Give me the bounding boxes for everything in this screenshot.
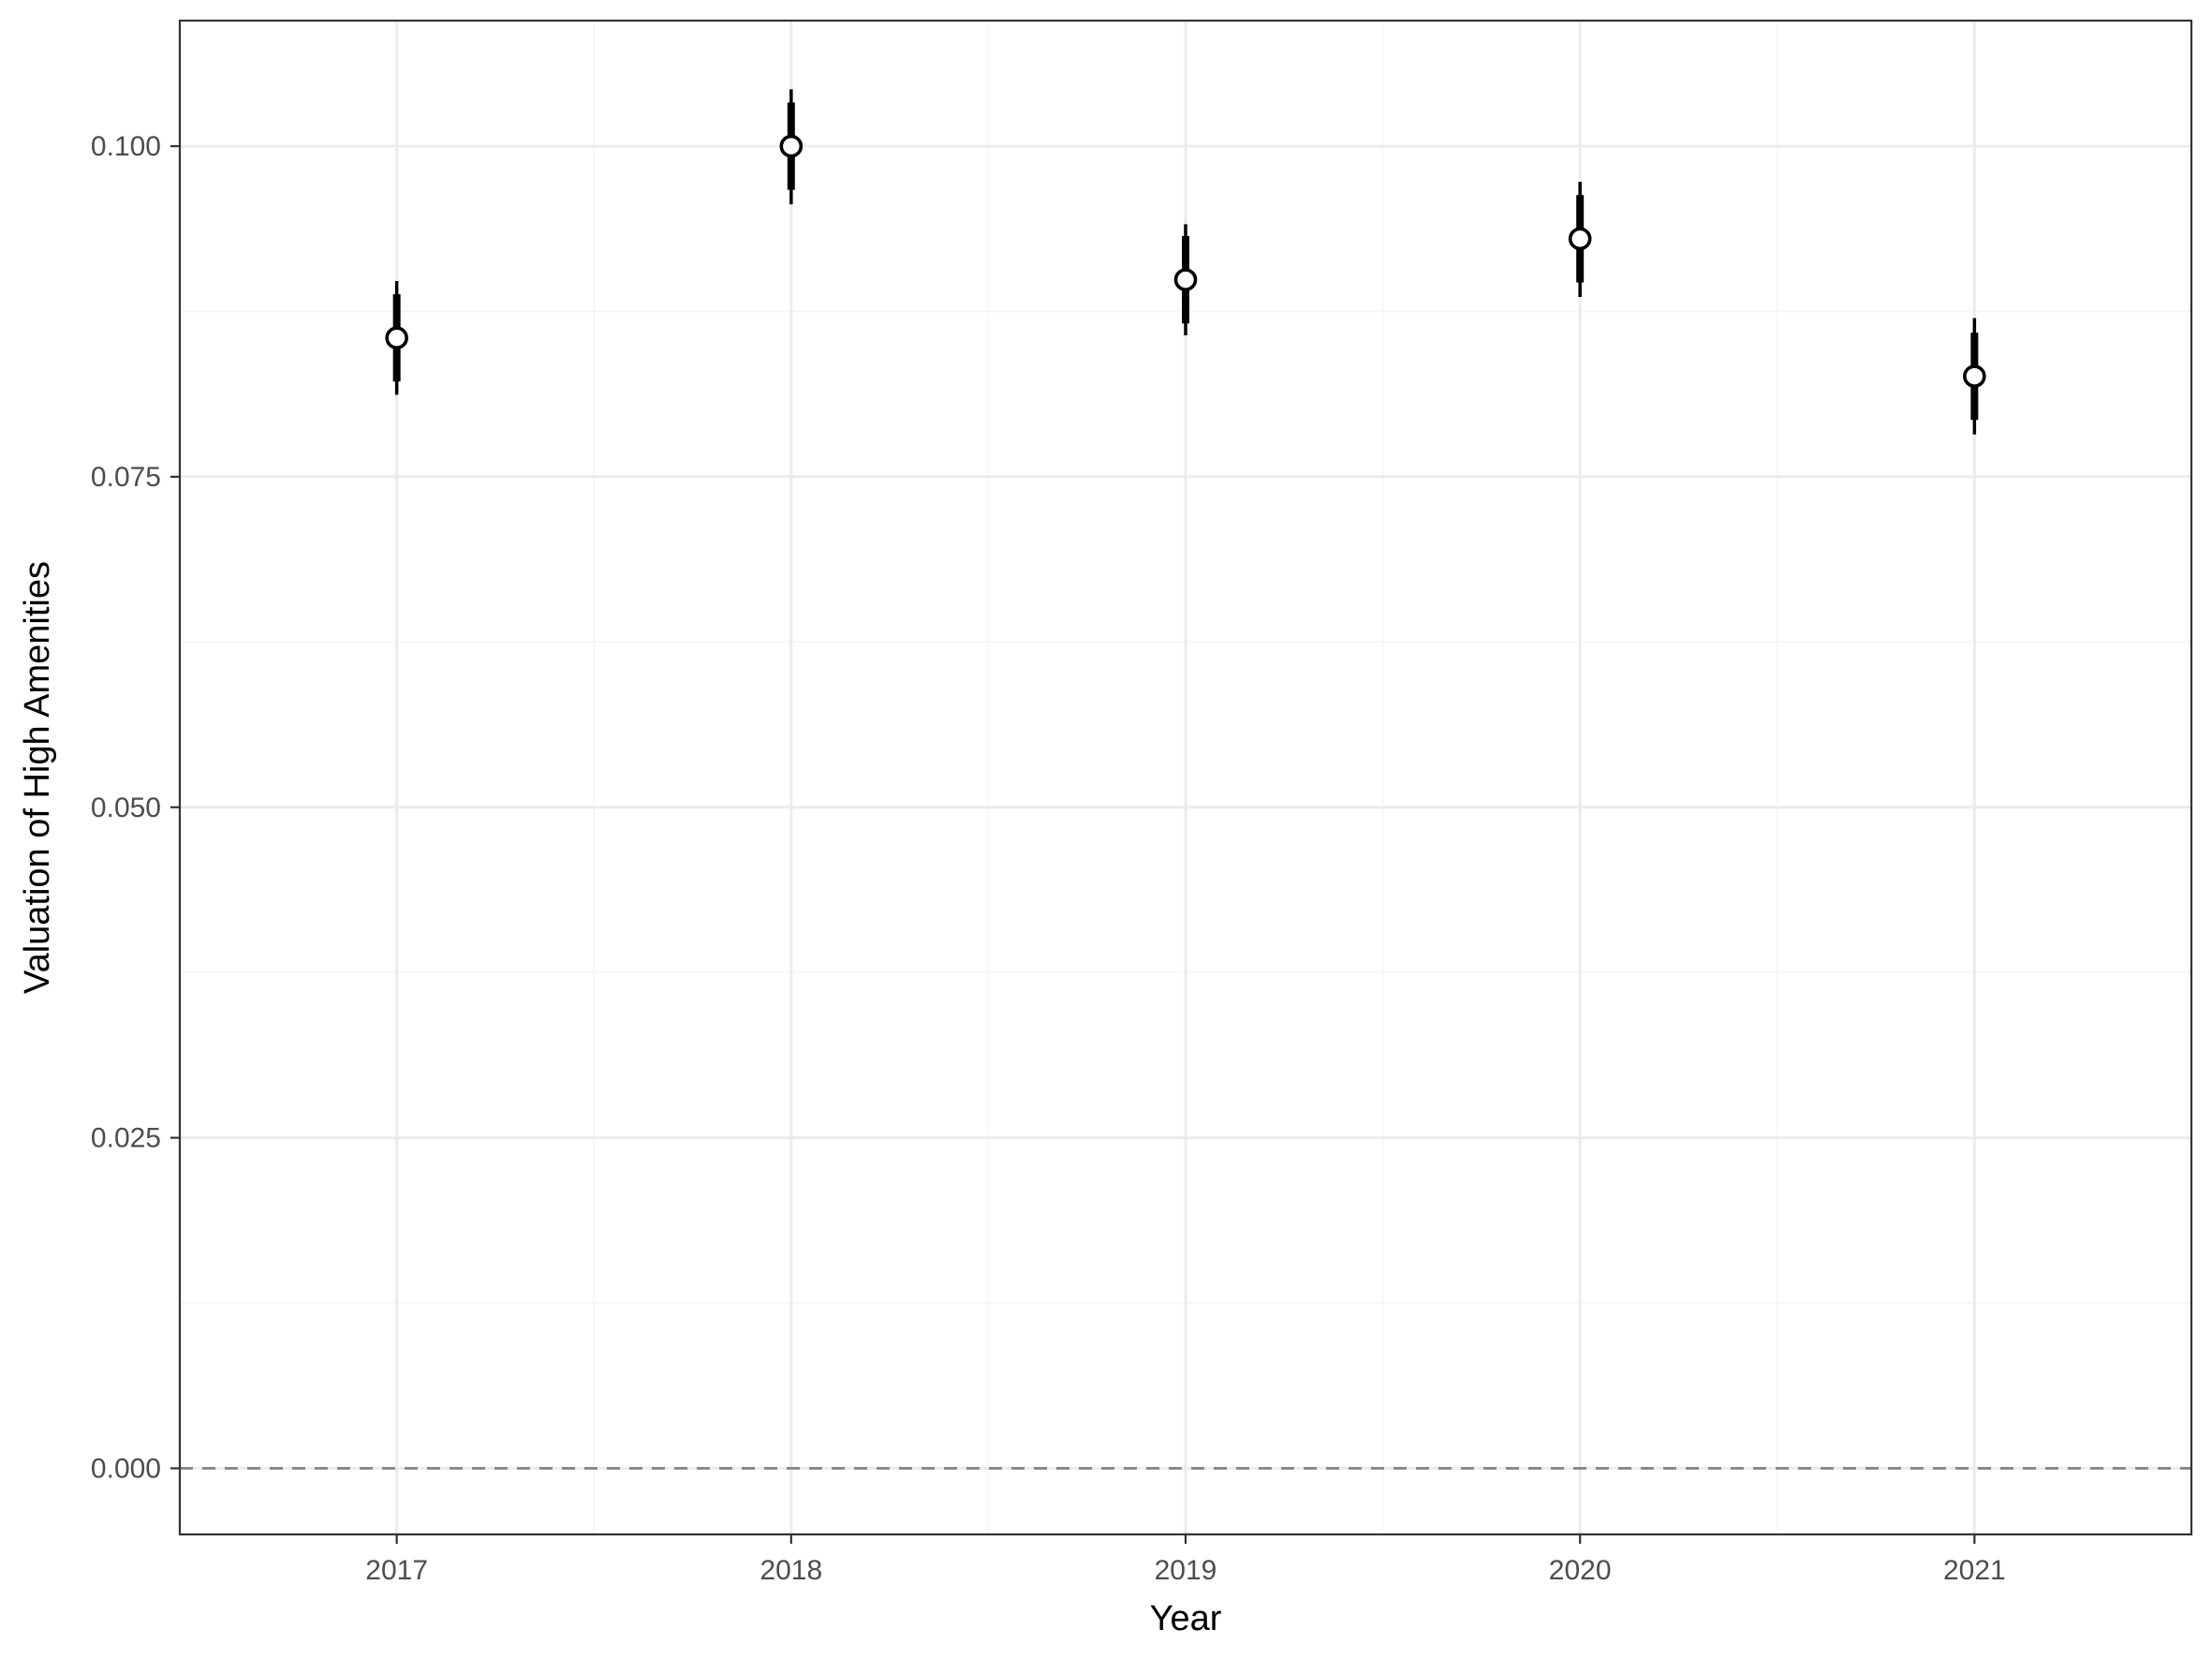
x-tick-label: 2019 [1155, 1555, 1217, 1586]
x-tick-label: 2018 [759, 1555, 822, 1586]
data-point-2017 [385, 326, 408, 350]
x-tick-label: 2021 [1943, 1555, 2006, 1586]
data-point-2019 [1173, 268, 1198, 291]
y-axis: 0.000 0.025 0.050 0.075 0.100 [91, 131, 180, 1484]
x-axis-title: Year [1150, 1599, 1222, 1638]
data-point-2018 [779, 134, 804, 158]
data-points [385, 134, 1986, 388]
x-tick-label: 2020 [1549, 1555, 1612, 1586]
x-tick-label: 2017 [365, 1555, 428, 1586]
y-tick-label: 0.075 [91, 462, 161, 493]
data-point-2020 [1568, 227, 1592, 251]
y-axis-title: Valuation of High Amenities [18, 561, 57, 994]
y-tick-label: 0.025 [91, 1123, 161, 1154]
y-tick-label: 0.000 [91, 1453, 161, 1484]
y-tick-label: 0.050 [91, 792, 161, 823]
y-tick-label: 0.100 [91, 131, 161, 162]
x-axis: 2017 2018 2019 2020 2021 [365, 1534, 2006, 1586]
data-point-2021 [1963, 364, 1986, 388]
